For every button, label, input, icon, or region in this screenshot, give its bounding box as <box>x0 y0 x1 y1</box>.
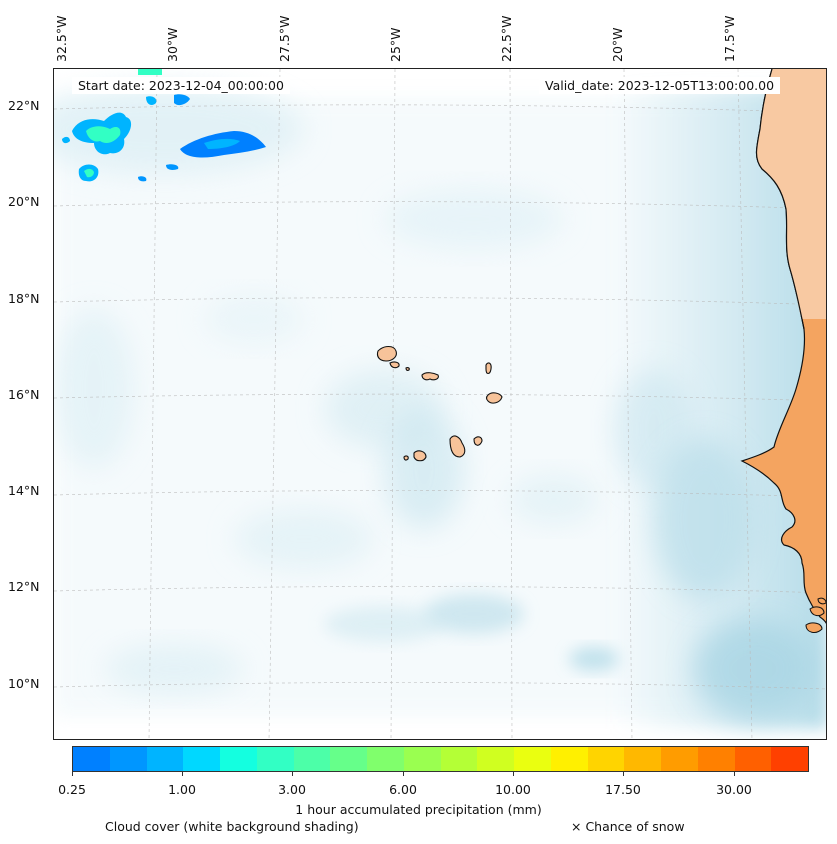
colorbar-tickmark <box>292 772 293 776</box>
island-sal <box>485 362 492 375</box>
colorbar-segment-15 <box>624 747 661 771</box>
cloud-cover-note: Cloud cover (white background shading) <box>105 819 359 834</box>
precipitation-colorbar <box>72 746 809 772</box>
colorbar-segment-7 <box>330 747 367 771</box>
colorbar-segment-5 <box>256 747 294 771</box>
colorbar-tickmark <box>623 772 624 776</box>
island-brava <box>403 455 409 461</box>
start-date-label: Start date: 2023-12-04_00:00:00 <box>72 77 290 94</box>
colorbar-segment-12 <box>514 747 551 771</box>
gridlines <box>54 69 826 739</box>
lon-label-27-5w: 27.5°W <box>277 15 292 62</box>
lon-label-20w: 20°W <box>610 27 625 62</box>
colorbar-tickmark <box>403 772 404 776</box>
colorbar-segment-11 <box>477 747 514 771</box>
colorbar-tick-label: 1.00 <box>168 782 196 797</box>
lon-label-22-5w: 22.5°W <box>499 15 514 62</box>
colorbar-title: 1 hour accumulated precipitation (mm) <box>295 802 542 817</box>
colorbar-tickmark <box>182 772 183 776</box>
lon-label-32-5w: 32.5°W <box>54 15 69 62</box>
island-santiago <box>449 435 466 458</box>
lon-label-25w: 25°W <box>388 27 403 62</box>
colorbar-segment-9 <box>403 747 441 771</box>
map-panel[interactable]: Start date: 2023-12-04_00:00:00 Valid_da… <box>53 68 827 740</box>
colorbar-tickmark <box>72 772 73 776</box>
lon-label-30w: 30°W <box>165 27 180 62</box>
island-sao-vicente <box>389 361 400 369</box>
colorbar-segment-17 <box>697 747 735 771</box>
lat-label-10n: 10°N <box>8 676 40 691</box>
map-canvas <box>54 69 826 739</box>
precipitation-layer <box>62 69 266 182</box>
colorbar-segment-8 <box>367 747 404 771</box>
colorbar-segment-16 <box>661 747 698 771</box>
lat-label-16n: 16°N <box>8 387 40 402</box>
colorbar-tick-label: 0.25 <box>58 782 86 797</box>
colorbar-segment-0 <box>73 747 110 771</box>
lat-label-20n: 20°N <box>8 194 40 209</box>
colorbar-segment-18 <box>734 747 772 771</box>
colorbar-segment-4 <box>220 747 257 771</box>
island-fogo <box>413 450 427 462</box>
colorbar-tick-label: 6.00 <box>389 782 417 797</box>
island-sao-nicolau <box>421 372 439 381</box>
colorbar-tick-label: 17.50 <box>605 782 641 797</box>
colorbar-segment-3 <box>183 747 220 771</box>
colorbar-tickmark <box>734 772 735 776</box>
colorbar-tick-label: 30.00 <box>716 782 752 797</box>
colorbar-segment-14 <box>587 747 625 771</box>
island-maio <box>473 436 483 446</box>
colorbar-segment-2 <box>146 747 184 771</box>
lon-label-17-5w: 17.5°W <box>722 15 737 62</box>
island-boa-vista <box>485 392 503 404</box>
colorbar-tick-label: 3.00 <box>278 782 306 797</box>
colorbar-tickmark <box>513 772 514 776</box>
lat-label-22n: 22°N <box>8 98 40 113</box>
lat-label-14n: 14°N <box>8 483 40 498</box>
colorbar-segment-13 <box>550 747 588 771</box>
colorbar-tick-label: 10.00 <box>495 782 531 797</box>
island-santo-antao <box>376 345 397 362</box>
cape-verde-islands <box>376 345 503 462</box>
cloud-cover-layer <box>54 84 826 729</box>
snow-chance-note: × Chance of snow <box>571 819 685 834</box>
africa-coastline <box>740 69 826 633</box>
colorbar-segment-19 <box>771 747 808 771</box>
lat-label-12n: 12°N <box>8 579 40 594</box>
colorbar-segment-10 <box>440 747 478 771</box>
colorbar-segment-1 <box>109 747 147 771</box>
lat-label-18n: 18°N <box>8 291 40 306</box>
valid-date-label: Valid_date: 2023-12-05T13:00:00.00 <box>539 77 781 94</box>
colorbar-segment-6 <box>293 747 331 771</box>
island-santa-luzia <box>405 367 410 371</box>
